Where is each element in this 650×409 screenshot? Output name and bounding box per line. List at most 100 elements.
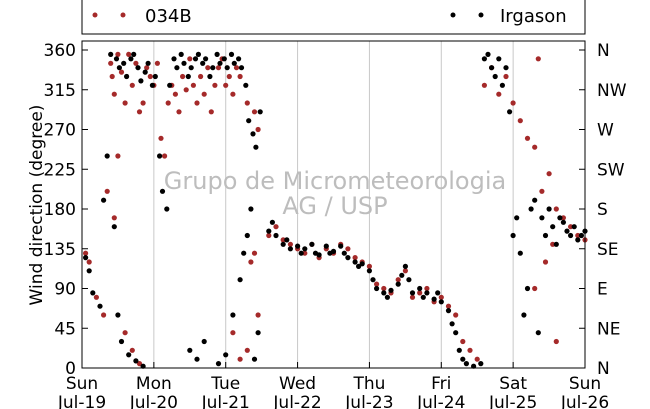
compass-tick-label: SW: [597, 160, 625, 180]
point-irgason: [287, 246, 293, 252]
point-irgason: [237, 277, 243, 283]
point-irgason: [248, 206, 254, 212]
x-tick-date-label: Jul-23: [344, 393, 393, 409]
point-irgason: [438, 299, 444, 305]
point-irgason: [238, 65, 245, 71]
point-034b: [165, 100, 171, 106]
point-irgason: [463, 361, 469, 367]
point-034b: [510, 100, 516, 106]
x-tick-date-label: Jul-24: [416, 393, 465, 409]
point-034b: [352, 255, 358, 261]
x-tick-day-label: Mon: [136, 374, 172, 394]
x-tick-day-label: Sun: [569, 374, 601, 394]
point-034b: [568, 224, 574, 230]
point-irgason: [309, 241, 315, 247]
compass-tick-label: NE: [597, 319, 620, 339]
point-irgason: [564, 228, 570, 234]
point-034b: [115, 51, 121, 58]
point-034b: [345, 246, 351, 252]
point-034b: [223, 82, 229, 88]
point-034b: [226, 73, 232, 80]
point-irgason: [86, 268, 92, 274]
y-tick-label: 45: [54, 319, 76, 339]
point-irgason: [194, 356, 200, 362]
point-034b: [237, 73, 243, 80]
x-tick-date-label: Jul-20: [129, 393, 178, 409]
plot-frame: [81, 40, 586, 369]
point-irgason: [366, 268, 372, 274]
point-irgason: [507, 109, 513, 115]
point-034b: [503, 73, 509, 80]
y-tick-label: 315: [44, 81, 76, 101]
point-irgason: [108, 51, 114, 58]
point-034b: [266, 232, 272, 239]
point-034b: [140, 100, 146, 106]
point-034b: [109, 73, 115, 80]
point-irgason: [532, 197, 538, 203]
point-irgason: [145, 60, 151, 66]
point-034b: [101, 312, 107, 318]
point-irgason: [250, 131, 256, 137]
y-tick-label: 90: [54, 280, 76, 300]
point-irgason: [135, 65, 141, 71]
point-irgason: [546, 206, 552, 212]
point-irgason: [157, 153, 163, 159]
point-irgason: [203, 56, 209, 62]
grid-lines: [153, 41, 514, 368]
point-irgason: [128, 56, 134, 62]
point-irgason: [399, 272, 405, 278]
point-irgason: [316, 252, 322, 258]
point-034b: [122, 100, 128, 106]
point-034b: [496, 91, 502, 97]
point-irgason: [302, 246, 308, 252]
point-irgason: [131, 51, 137, 58]
point-irgason: [478, 361, 484, 367]
point-irgason: [284, 237, 290, 243]
point-034b: [517, 118, 523, 124]
point-034b: [122, 330, 128, 336]
point-034b: [190, 82, 196, 88]
point-irgason: [257, 109, 263, 115]
point-034b: [424, 285, 430, 292]
x-tick-day-label: Fri: [431, 374, 451, 394]
point-irgason: [539, 215, 545, 221]
point-irgason: [138, 78, 144, 84]
point-034b: [111, 91, 117, 97]
point-034b: [535, 56, 541, 62]
point-irgason: [384, 294, 390, 300]
y-tick-label: 135: [44, 240, 76, 260]
point-irgason: [492, 73, 498, 80]
point-irgason: [201, 338, 207, 345]
point-irgason: [406, 277, 412, 283]
point-irgason: [431, 296, 437, 302]
point-irgason: [323, 243, 329, 249]
x-tick-day-label: Tue: [210, 374, 240, 394]
point-irgason: [223, 352, 229, 358]
point-irgason: [171, 56, 177, 62]
point-irgason: [517, 250, 523, 256]
compass-tick-label: N: [597, 41, 610, 61]
point-034b: [438, 294, 444, 300]
point-034b: [460, 338, 466, 345]
legend-label-034b: 034B: [145, 6, 192, 27]
point-034b: [198, 73, 204, 80]
point-irgason: [456, 347, 462, 353]
x-tick-day-label: Thu: [352, 374, 385, 394]
point-034b: [280, 237, 286, 243]
point-irgason: [370, 277, 376, 283]
point-034b: [287, 241, 293, 247]
point-034b: [233, 65, 240, 71]
point-irgason: [228, 51, 235, 58]
point-034b: [86, 259, 92, 265]
point-034b: [115, 153, 121, 159]
point-034b: [194, 100, 200, 106]
point-034b: [553, 338, 559, 345]
point-irgason: [568, 232, 574, 239]
point-irgason: [503, 65, 509, 71]
point-irgason: [489, 65, 495, 71]
point-irgason: [255, 330, 261, 336]
point-irgason: [553, 241, 559, 247]
y-tick-label: 360: [44, 41, 76, 61]
x-tick-day-label: Sun: [66, 374, 98, 394]
point-irgason: [230, 312, 236, 318]
